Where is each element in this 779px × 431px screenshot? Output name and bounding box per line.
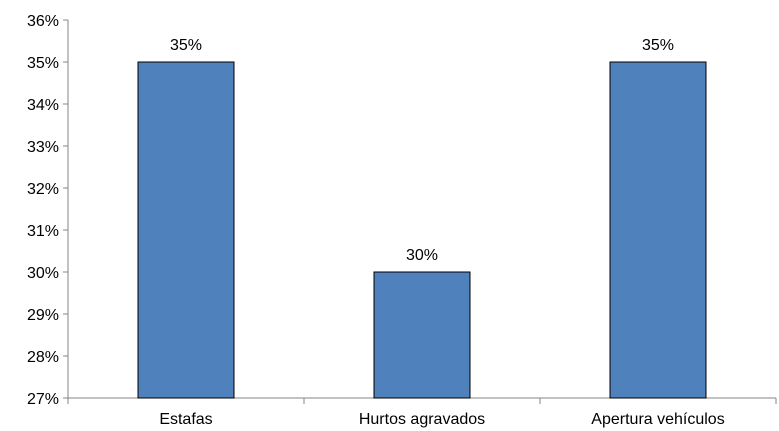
y-tick-label: 33%: [27, 139, 59, 156]
y-tick-label: 30%: [27, 265, 59, 282]
bar-0: [137, 61, 235, 399]
bar-1: [373, 271, 471, 399]
bar-value-label: 35%: [642, 37, 674, 54]
y-axis: 27% 28% 29% 30% 31% 32% 33% 34% 35% 36%: [27, 13, 69, 408]
bar-value-label: 30%: [406, 247, 438, 264]
y-tick-label: 28%: [27, 349, 59, 366]
bar-value-label: 35%: [170, 37, 202, 54]
y-tick-label: 34%: [27, 97, 59, 114]
bar-2: [609, 61, 707, 399]
bars: [137, 61, 707, 399]
y-tick-label: 35%: [27, 55, 59, 72]
y-tick-label: 36%: [27, 13, 59, 30]
x-category-label: Estafas: [159, 411, 212, 428]
y-tick-label: 29%: [27, 307, 59, 324]
y-tick-label: 32%: [27, 181, 59, 198]
data-labels: 35% 30% 35%: [170, 37, 674, 264]
y-tick-label: 31%: [27, 223, 59, 240]
x-category-label: Apertura vehículos: [591, 411, 724, 428]
y-tick-label: 27%: [27, 391, 59, 408]
x-axis: Estafas Hurtos agravados Apertura vehículo…: [67, 397, 777, 428]
x-category-label: Hurtos agravados: [359, 411, 485, 428]
